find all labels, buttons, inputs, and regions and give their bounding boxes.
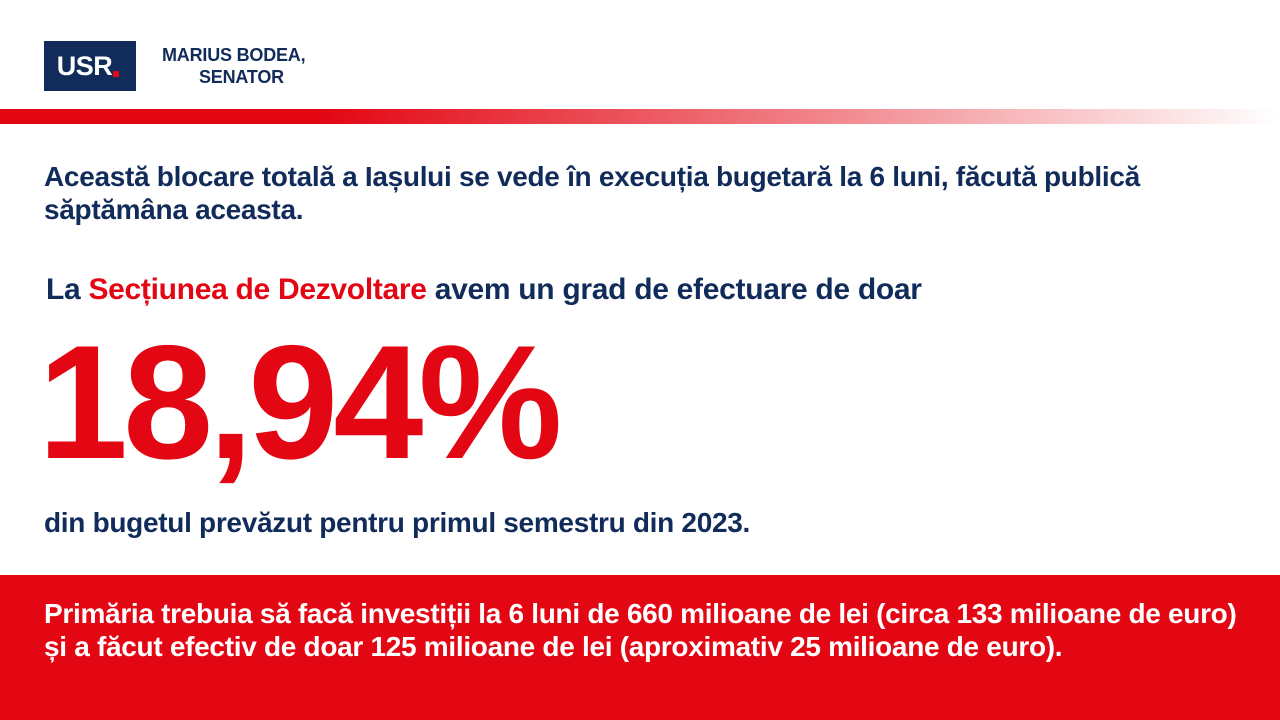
logo-text: USR	[56, 50, 113, 81]
lead-suffix: avem un grad de efectuare de doar	[426, 273, 922, 306]
header-divider	[0, 109, 1280, 124]
logo-dot	[113, 71, 120, 77]
lead-prefix: La	[46, 273, 89, 306]
author-name: MARIUS BODEA, SENATOR	[162, 44, 306, 88]
intro-text: Această blocare totală a Iașului se vede…	[44, 161, 1140, 225]
lead-highlight: Secțiunea de Dezvoltare	[88, 273, 427, 306]
footer-panel: Primăria trebuia să facă investiții la 6…	[0, 575, 1280, 720]
footer-text: Primăria trebuia să facă investiții la 6…	[44, 598, 1237, 662]
highlight-percentage: 18,94%	[38, 312, 562, 493]
author-line-1: MARIUS BODEA,	[162, 45, 306, 65]
budget-subtext: din bugetul prevăzut pentru primul semes…	[44, 507, 751, 538]
lead-text: La Secțiunea de Dezvoltare avem un grad …	[46, 272, 922, 308]
author-line-2: SENATOR	[199, 67, 284, 87]
usr-logo: USR	[44, 41, 136, 91]
